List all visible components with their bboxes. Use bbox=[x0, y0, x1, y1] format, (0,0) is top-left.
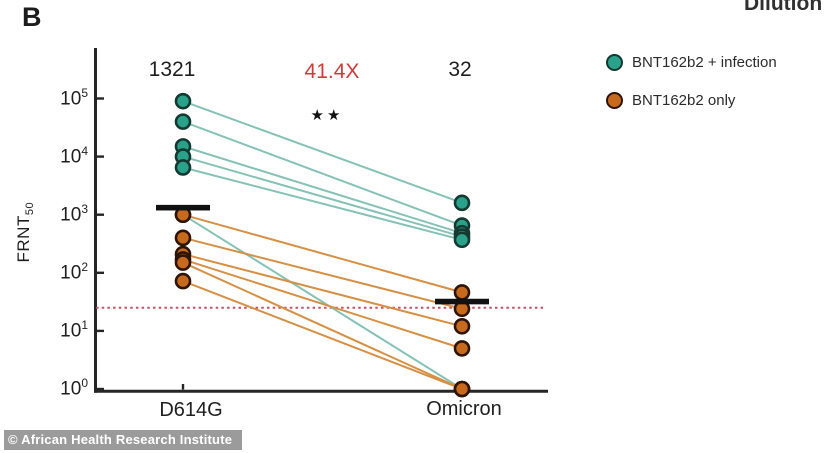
data-point bbox=[453, 380, 471, 398]
y-tick-label: 104 bbox=[60, 143, 88, 167]
significance-stars: ★★ bbox=[310, 107, 344, 124]
data-point bbox=[453, 231, 471, 249]
data-point bbox=[174, 272, 192, 290]
panel-label: B bbox=[22, 2, 42, 32]
watermark: © African Health Research Institute bbox=[4, 430, 243, 450]
pair-line bbox=[182, 258, 463, 350]
x-label-d614g: D614G bbox=[159, 399, 223, 421]
legend-label-infection: BNT162b2 + infection bbox=[632, 54, 777, 71]
y-tick-label: 101 bbox=[60, 317, 88, 342]
pair-line bbox=[182, 100, 463, 204]
y-tick-label: 103 bbox=[60, 201, 88, 226]
data-point bbox=[174, 229, 192, 247]
legend-item-only: BNT162b2 only bbox=[606, 92, 777, 109]
pair-line bbox=[182, 213, 463, 390]
data-point bbox=[453, 194, 471, 212]
y-tick-label: 105 bbox=[60, 85, 88, 109]
data-point bbox=[453, 317, 471, 335]
clipped-dilution-text: Dilution bbox=[744, 0, 832, 20]
pair-line bbox=[182, 155, 463, 238]
legend-item-infection: BNT162b2 + infection bbox=[606, 54, 777, 71]
gmt-label-d614g: 1321 bbox=[148, 58, 196, 81]
pair-line bbox=[182, 253, 463, 328]
pair-line bbox=[182, 213, 463, 294]
legend: BNT162b2 + infection BNT162b2 only bbox=[606, 54, 777, 130]
gmt-label-omicron: 32 bbox=[448, 58, 472, 81]
gmt-bar bbox=[435, 298, 489, 305]
data-point bbox=[453, 340, 471, 357]
orange-dot-icon bbox=[606, 92, 623, 109]
y-tick-label: 102 bbox=[60, 259, 88, 284]
pair-line bbox=[182, 236, 463, 310]
y-axis-label-text: FRNT bbox=[13, 215, 33, 263]
y-axis-label: FRNT50 bbox=[14, 186, 36, 278]
data-point bbox=[174, 113, 192, 130]
pair-line bbox=[182, 280, 463, 390]
y-tick-label: 100 bbox=[60, 376, 88, 400]
data-point bbox=[174, 254, 192, 271]
legend-label-only: BNT162b2 only bbox=[632, 92, 736, 109]
data-point bbox=[453, 284, 471, 301]
teal-dot-icon bbox=[606, 54, 623, 71]
dilution-label: Dilution bbox=[744, 0, 823, 15]
data-point bbox=[174, 92, 192, 110]
pair-line bbox=[182, 145, 463, 235]
pair-line bbox=[182, 166, 463, 241]
gmt-bar bbox=[156, 204, 210, 211]
pair-line bbox=[182, 120, 463, 227]
x-label-omicron: Omicron bbox=[426, 398, 502, 420]
pair-line bbox=[182, 261, 463, 390]
fold-change-label: 41.4X bbox=[304, 60, 360, 83]
data-point bbox=[174, 159, 192, 176]
